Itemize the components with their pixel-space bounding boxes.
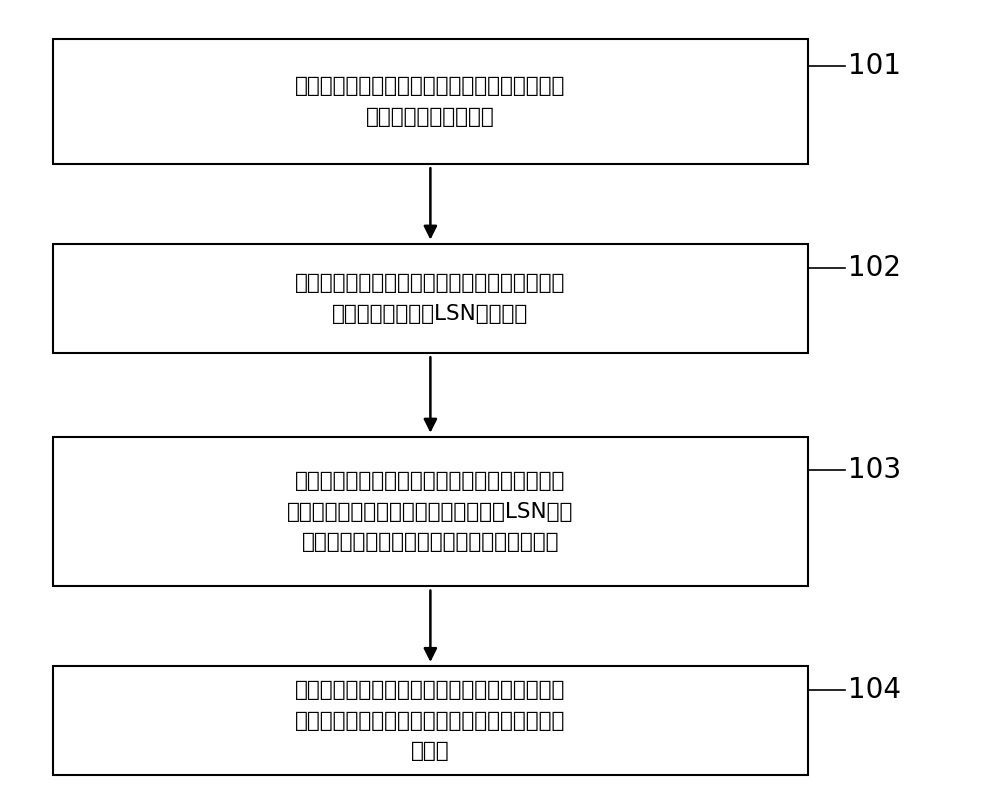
Text: 在一个轮询区间内，获取源端数据库当前最大的
日志序列号和当前时间: 在一个轮询区间内，获取源端数据库当前最大的 日志序列号和当前时间 <box>295 76 566 126</box>
Text: 102: 102 <box>848 254 901 282</box>
Text: 从日志文件中读取待同步日志记录，获取所述待
同步日志记录的日志序列号，基于所述LSN信息
链表获取所述待同步日志记录所属的写入时间: 从日志文件中读取待同步日志记录，获取所述待 同步日志记录的日志序列号，基于所述L… <box>287 471 574 552</box>
Bar <box>53 437 808 586</box>
Bar <box>53 244 808 352</box>
Text: 根据所述待同步日志记录所属的写入时间和当前
系统时间之间的差值大小，进行策略性日志读取
和同步: 根据所述待同步日志记录所属的写入时间和当前 系统时间之间的差值大小，进行策略性日… <box>295 680 566 761</box>
Bar <box>53 39 808 164</box>
Text: 104: 104 <box>848 676 901 705</box>
Text: 103: 103 <box>848 456 901 484</box>
Text: 101: 101 <box>848 53 901 80</box>
Text: 将所述当前最大的日志序列号和所述当前时间建
立关联后，添加至LSN信息链表: 将所述当前最大的日志序列号和所述当前时间建 立关联后，添加至LSN信息链表 <box>295 273 566 324</box>
Bar <box>53 667 808 775</box>
